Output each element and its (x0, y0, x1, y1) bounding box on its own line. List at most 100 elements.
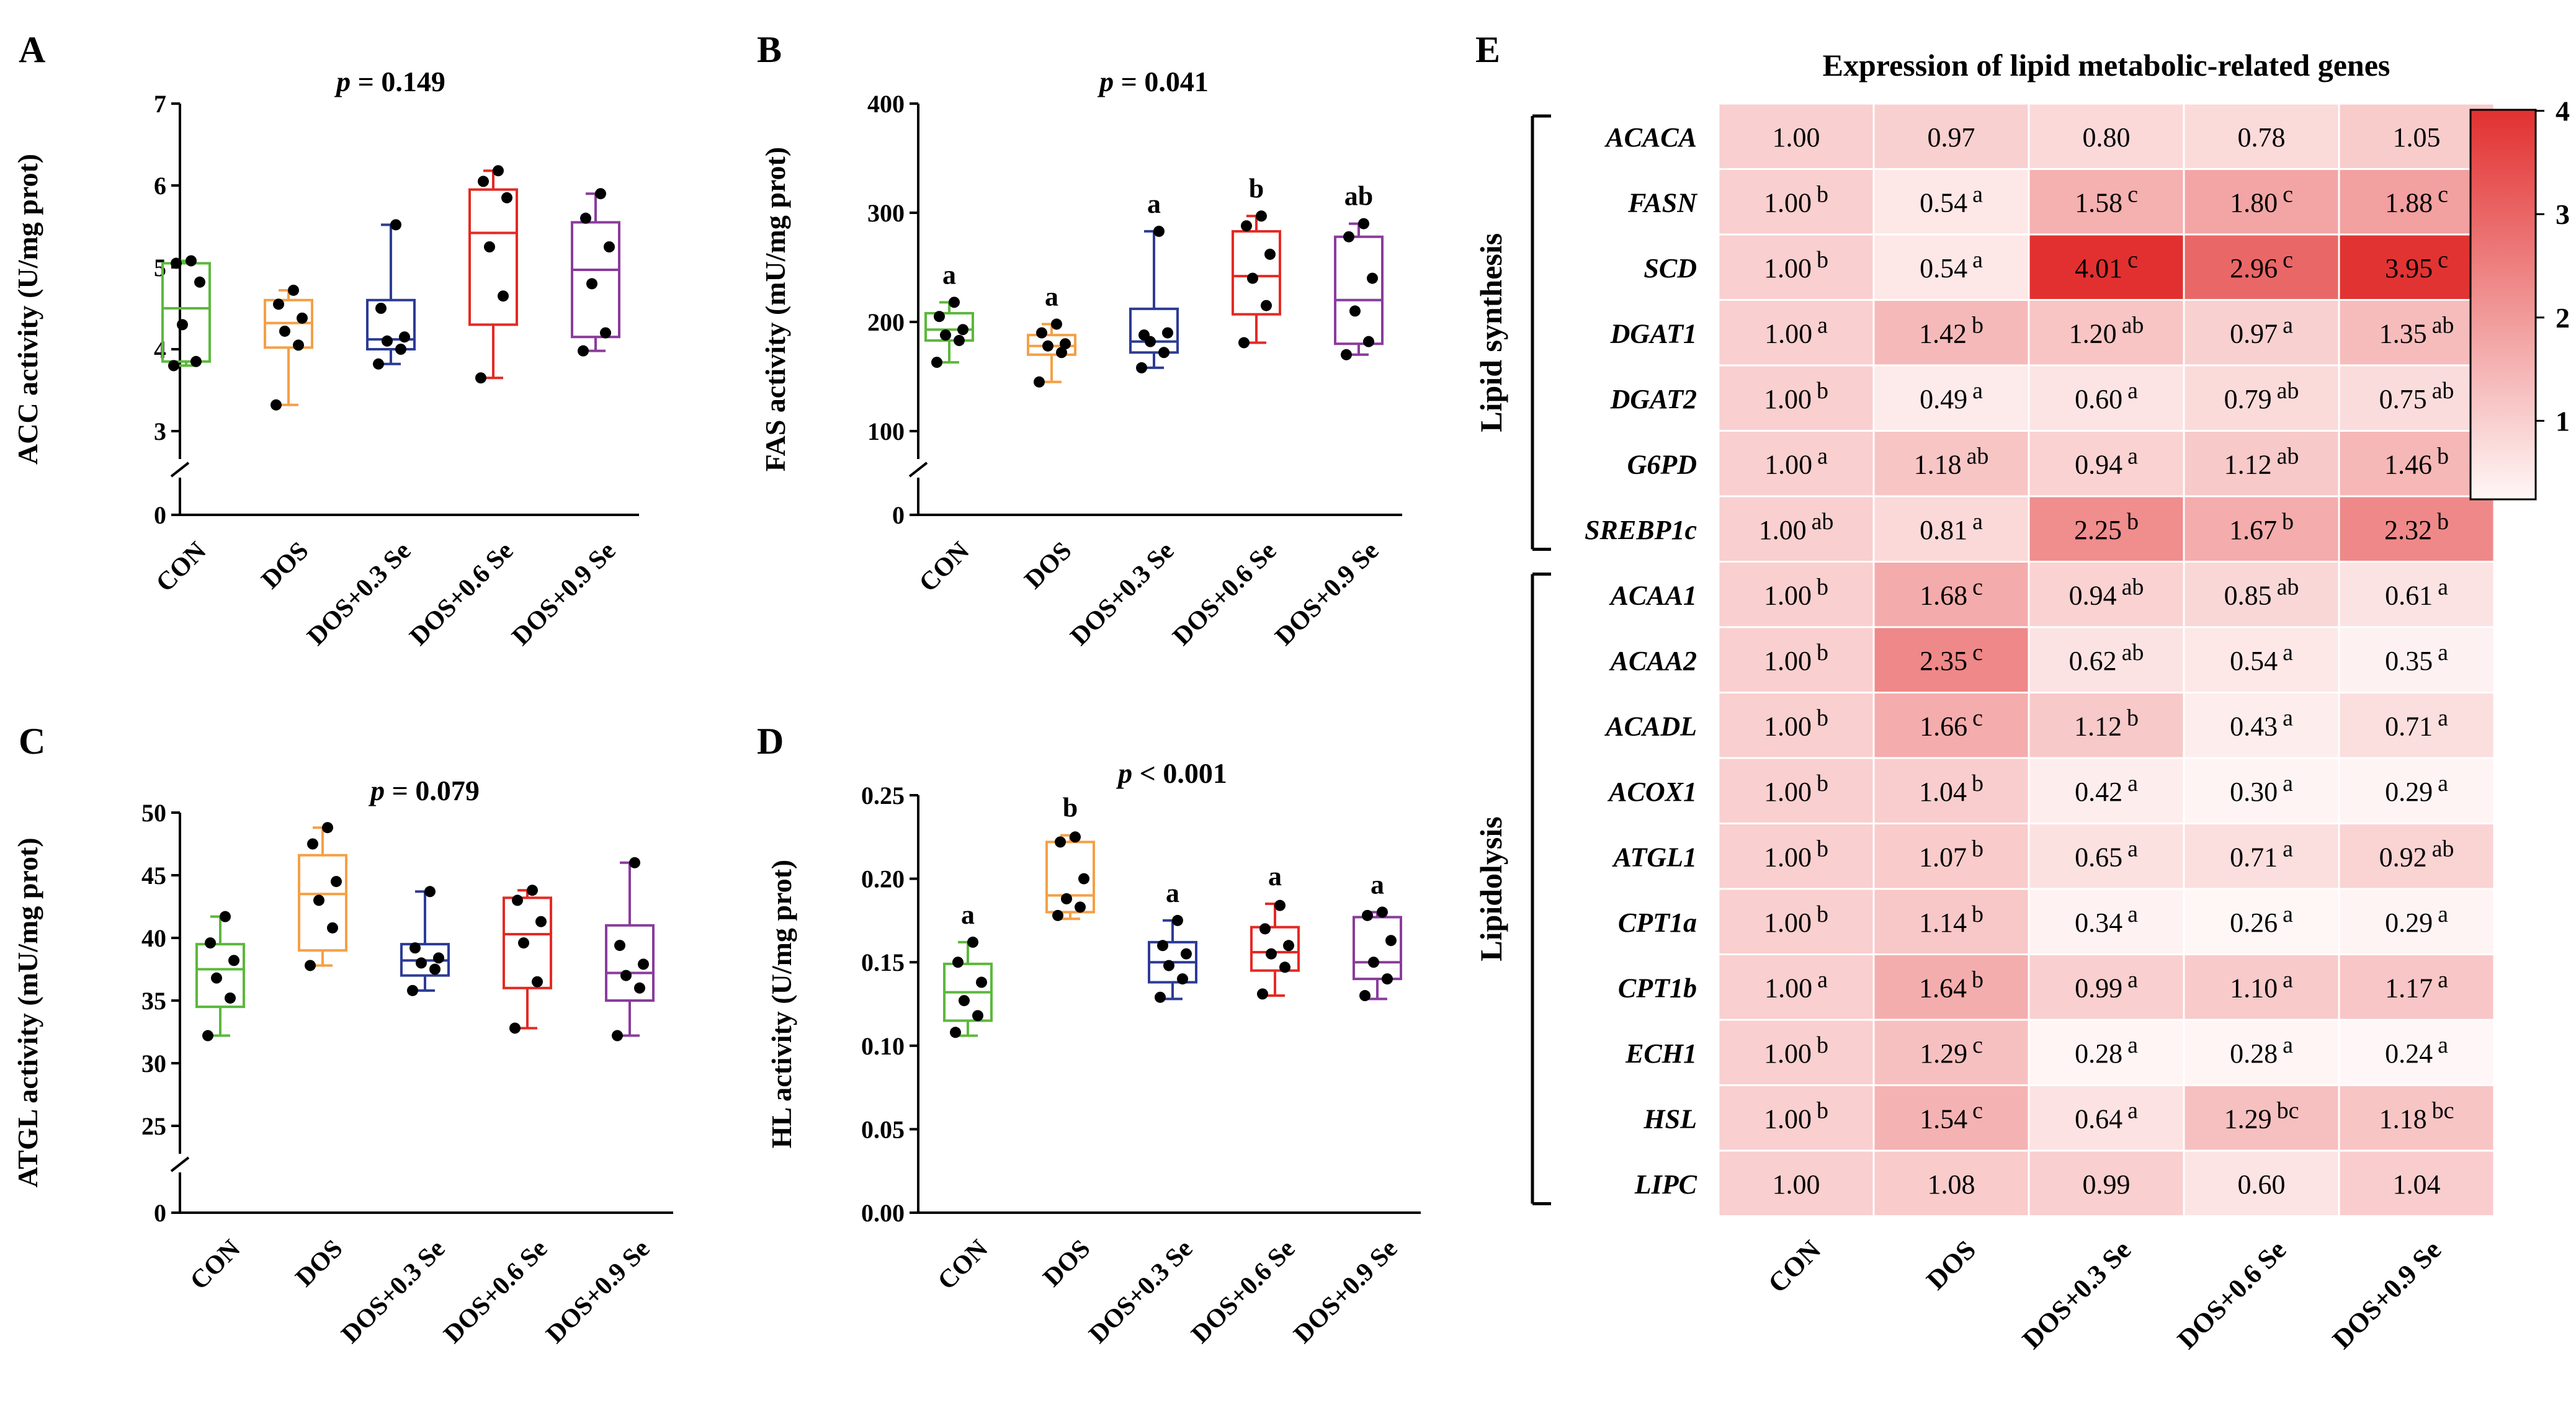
data-point (972, 1010, 983, 1022)
data-point (1341, 349, 1352, 360)
heatmap-cell (2183, 888, 2340, 955)
cell-value: 1.00 b (1764, 1097, 1828, 1134)
box-iqr (924, 311, 974, 342)
gene-label: DGAT2 (1610, 384, 1697, 414)
p-symbol: p (368, 775, 385, 806)
cell-letter: c (2127, 247, 2138, 273)
cell-value: 0.85 ab (2224, 574, 2299, 610)
heatmap-cell (1717, 430, 1875, 497)
cell-letter: a (2127, 1032, 2138, 1058)
box-1 (161, 255, 211, 372)
heatmap-cell (2183, 168, 2340, 236)
gene-label: ACADL (1604, 711, 1697, 741)
cell-letter: a (1817, 966, 1828, 992)
cell-value: 1.17 a (2385, 966, 2448, 1003)
data-point (518, 937, 529, 949)
x-tick-label: DOS+0.3 Se (1065, 537, 1180, 651)
gene-label: CPT1b (1618, 973, 1697, 1003)
cell-value: 1.80 c (2230, 181, 2293, 218)
cell-number: 1.17 (2385, 973, 2433, 1003)
cell-letter: a (1972, 378, 1983, 404)
data-point (1363, 336, 1374, 347)
box-2: b (1045, 793, 1095, 921)
data-point (409, 942, 421, 954)
panel-letter: A (19, 29, 45, 70)
cell-letter: b (1817, 1032, 1828, 1058)
heatmap-title: Expression of lipid metabolic-related ge… (1823, 48, 2390, 83)
cell-value: 0.61 a (2385, 574, 2448, 610)
y-tick-label: 0.10 (861, 1032, 905, 1060)
significance-letter: a (1371, 869, 1384, 899)
data-point (382, 335, 393, 347)
column-label: CON (1762, 1234, 1827, 1299)
heatmap-cell (2183, 953, 2340, 1021)
data-point (535, 916, 547, 927)
box-2 (298, 822, 347, 971)
box-5: a (1353, 869, 1402, 1002)
gene-label: ACAA1 (1609, 580, 1697, 610)
significance-letter: a (961, 899, 975, 930)
cell-letter: b (1817, 640, 1828, 666)
x-tick-label: DOS (256, 537, 315, 595)
cell-value: 1.18 ab (1914, 443, 1989, 479)
cell-number: 1.05 (2393, 122, 2441, 153)
data-point (373, 358, 384, 370)
box-5: ab (1334, 181, 1384, 360)
cell-letter: a (2127, 443, 2138, 469)
y-axis-label: ACC activity (U/mg prot) (12, 154, 43, 465)
cell-number: 1.04 (1919, 777, 1967, 807)
cell-number: 0.54 (1920, 187, 1967, 218)
data-point (1155, 991, 1166, 1003)
cell-number: 0.71 (2230, 842, 2278, 872)
y-tick-label: 4 (154, 336, 166, 364)
cell-number: 1.18 (1914, 449, 1962, 479)
box-iqr (571, 221, 620, 339)
cell-letter: a (1817, 443, 1828, 469)
cell-value: 2.35 c (1920, 640, 1983, 676)
heatmap-cell (2338, 233, 2495, 301)
cell-number: 1.66 (1920, 711, 1967, 741)
cell-letter: a (2283, 640, 2293, 666)
significance-letter: a (1045, 282, 1058, 312)
heatmap-cell (2183, 823, 2340, 890)
gene-label: G6PD (1627, 449, 1697, 479)
heatmap-cell (2338, 953, 2495, 1021)
box-1: a (943, 899, 993, 1038)
cell-number: 1.64 (1919, 973, 1967, 1003)
x-tick-label: DOS (1038, 1234, 1096, 1293)
p-symbol: p (1116, 757, 1132, 789)
cell-number: 1.00 (1764, 777, 1812, 807)
cell-value: 0.60 (2238, 1169, 2286, 1200)
category-label: Lipidolysis (1474, 816, 1508, 961)
data-point (1274, 899, 1286, 911)
cell-value: 0.35 a (2385, 640, 2448, 676)
data-point (501, 192, 512, 203)
cell-letter: a (1972, 181, 1983, 207)
y-tick-label: 0 (892, 501, 905, 529)
heatmap-cell (2338, 757, 2495, 824)
cell-letter: a (2283, 312, 2293, 338)
gene-label: ACOX1 (1607, 777, 1697, 807)
cell-letter: ab (2122, 574, 2144, 600)
panel-e: E Expression of lipid metabolic-related g… (1474, 29, 2570, 1355)
data-point (595, 188, 606, 200)
cell-value: 1.00 (1773, 122, 1820, 153)
data-point (1283, 940, 1294, 952)
cell-number: 0.62 (2069, 646, 2117, 676)
cell-letter: ab (2432, 378, 2454, 404)
heatmap-cell (1717, 233, 1875, 301)
panel-letter: D (757, 721, 784, 762)
cell-value: 0.43 a (2230, 705, 2293, 741)
cell-number: 0.99 (2083, 1169, 2131, 1200)
gene-label: ATGL1 (1612, 842, 1697, 872)
cell-value: 0.71 a (2385, 705, 2448, 741)
cell-number: 2.35 (1920, 646, 1967, 676)
cell-letter: ab (2432, 836, 2454, 862)
cell-value: 0.97 a (2230, 312, 2293, 349)
cell-value: 0.54 a (2230, 640, 2293, 676)
data-point (1266, 948, 1277, 960)
box-iqr (1334, 235, 1384, 346)
cell-number: 1.00 (1764, 384, 1812, 414)
colorbar-tick-label: 1 (2556, 405, 2570, 437)
